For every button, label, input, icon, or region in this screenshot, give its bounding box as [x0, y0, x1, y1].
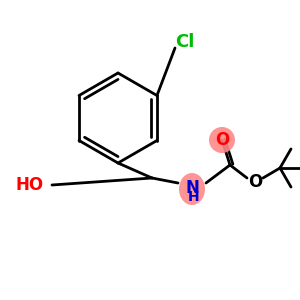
Text: O: O [215, 131, 229, 149]
Text: Cl: Cl [175, 33, 195, 51]
Text: O: O [248, 173, 262, 191]
Text: H: H [188, 190, 200, 204]
Text: N: N [185, 179, 199, 197]
Text: HO: HO [16, 176, 44, 194]
Ellipse shape [179, 173, 205, 205]
Circle shape [209, 127, 235, 153]
